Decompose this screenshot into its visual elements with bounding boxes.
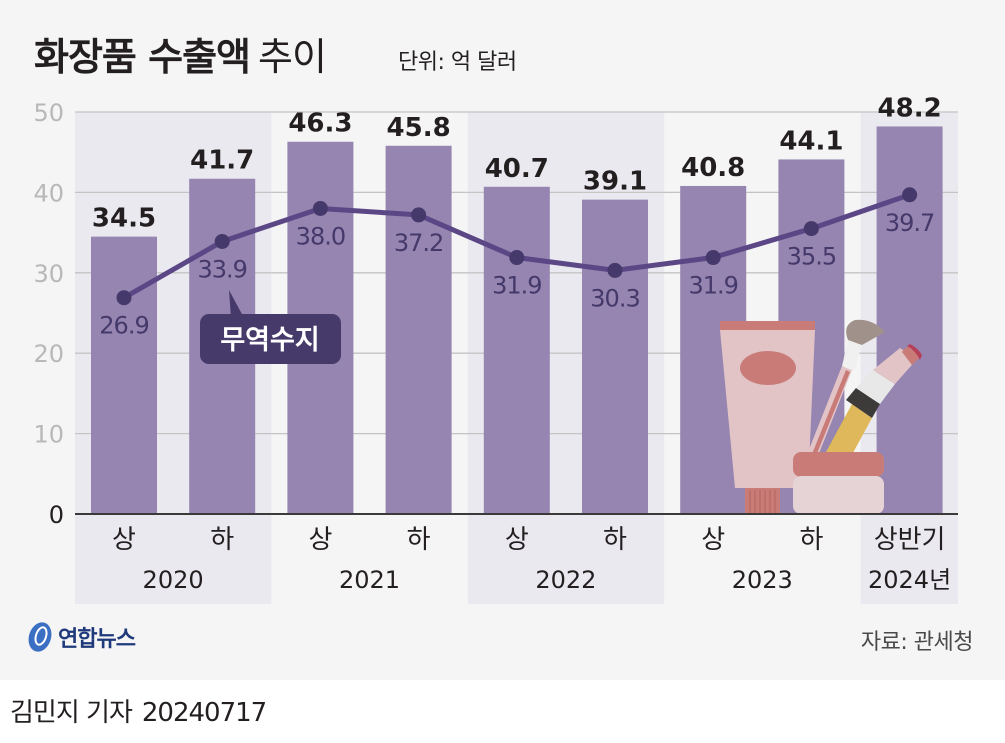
line-marker (607, 262, 623, 278)
y-tick-label: 30 (33, 260, 64, 288)
bar-value-label: 40.7 (485, 154, 549, 184)
title-bold: 화장품 수출액 (34, 35, 251, 79)
line-marker (411, 207, 427, 223)
publish-date: 20240717 (141, 698, 267, 728)
page-title: 화장품 수출액 추이 (34, 26, 327, 81)
line-marker (116, 290, 132, 306)
bar-value-label: 46.3 (288, 109, 352, 139)
line-marker (902, 187, 918, 203)
line-marker (705, 250, 721, 266)
year-label: 2020 (143, 566, 204, 594)
cream-jar-body-icon (793, 476, 884, 514)
cosmetics-illustration (720, 319, 922, 514)
y-tick-label: 50 (33, 99, 64, 127)
year-label: 2024년 (868, 566, 951, 594)
x-tick-label: 상 (701, 525, 725, 555)
yonhap-logo-icon (28, 622, 52, 652)
line-marker (214, 233, 230, 249)
x-tick-label: 상반기 (874, 525, 946, 555)
line-value-label: 26.9 (99, 312, 148, 340)
trade-balance-callout: 무역수지 (200, 290, 341, 364)
bar-value-label: 39.1 (583, 167, 647, 197)
bar (91, 236, 157, 514)
bar (483, 186, 550, 514)
line-value-label: 31.9 (492, 272, 541, 300)
bar (385, 145, 452, 514)
line-value-label: 33.9 (197, 255, 246, 283)
x-tick-label: 하 (603, 525, 627, 555)
x-tick-label: 하 (799, 525, 823, 555)
unit-label: 단위: 억 달러 (398, 50, 517, 75)
title-light: 추이 (258, 35, 327, 79)
bar-value-label: 45.8 (387, 113, 451, 143)
bar-value-label: 34.5 (92, 204, 156, 234)
line-value-label: 35.5 (787, 243, 836, 271)
year-label: 2022 (535, 566, 596, 594)
line-marker (509, 250, 525, 266)
bar-value-label: 40.8 (681, 153, 745, 183)
x-tick-label: 상 (505, 525, 529, 555)
x-tick-label: 상 (112, 525, 136, 555)
bar (582, 199, 648, 515)
chart: 0 10 20 30 40 50 (33, 93, 958, 604)
tube-crimp-icon (745, 488, 780, 514)
line-value-label: 30.3 (590, 284, 639, 312)
line-value-label: 37.2 (394, 229, 443, 257)
x-tick-label: 상 (308, 525, 332, 555)
lipstick-icon (826, 344, 922, 462)
cream-jar-lid-icon (793, 452, 884, 477)
line-marker (803, 221, 819, 237)
tube-cap-icon (720, 321, 815, 330)
byline: 김민지 기자 20240717 (10, 692, 267, 729)
line-marker (312, 200, 328, 216)
tube-label-icon (740, 351, 796, 385)
makeup-brush-icon (808, 319, 885, 456)
y-tick-label: 0 (49, 501, 64, 529)
bar-value-label: 48.2 (878, 93, 942, 123)
y-tick-label: 20 (33, 340, 64, 368)
year-label: 2021 (339, 566, 400, 594)
trade-balance-callout-label: 무역수지 (220, 325, 319, 356)
line-value-label: 31.9 (688, 272, 737, 300)
line-value-label: 39.7 (885, 209, 934, 237)
year-label: 2023 (732, 566, 793, 594)
logo-text: 연합뉴스 (58, 627, 136, 652)
x-tick-label: 하 (210, 525, 234, 555)
bar-value-label: 44.1 (779, 126, 843, 156)
bar-value-label: 41.7 (190, 146, 254, 176)
bar (876, 126, 943, 515)
line-value-label: 38.0 (296, 222, 345, 250)
x-tick-label: 하 (407, 525, 431, 555)
yonhap-logo: 연합뉴스 (26, 620, 136, 654)
source-label: 자료: 관세청 (860, 630, 974, 655)
y-tick-label: 40 (33, 179, 64, 207)
y-tick-label: 10 (33, 421, 64, 449)
reporter-name: 김민지 기자 (10, 698, 133, 728)
